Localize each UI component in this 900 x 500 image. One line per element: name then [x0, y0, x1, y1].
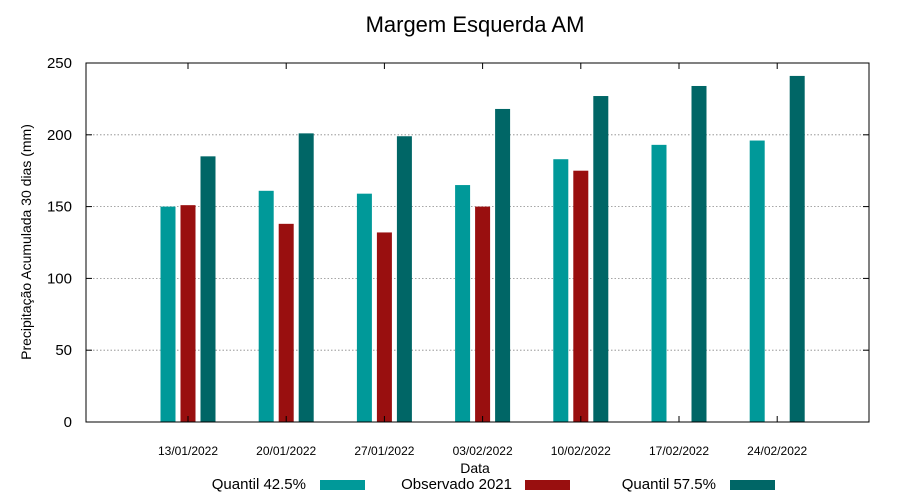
grid-lines: [86, 134, 869, 351]
y-ticks: 0 50 100 150 200 250: [47, 55, 869, 431]
x-ticks: 13/01/2022 20/01/2022 27/01/2022 03/02/2022…: [158, 63, 808, 458]
bar: [495, 108, 511, 423]
bars: [160, 75, 805, 423]
bar: [180, 205, 196, 422]
bar: [396, 136, 412, 422]
x-tick-label: 24/02/2022: [747, 444, 807, 458]
bar: [160, 206, 176, 422]
bar: [200, 156, 216, 422]
y-tick-label: 250: [47, 55, 72, 72]
legend-swatch: [730, 480, 775, 490]
x-axis-label: Data: [460, 460, 490, 476]
bar: [789, 75, 805, 422]
bar: [356, 193, 372, 422]
plot-frame: [85, 62, 870, 423]
bar: [573, 170, 589, 422]
bar: [749, 140, 765, 422]
bar: [475, 206, 491, 422]
x-tick-label: 27/01/2022: [354, 444, 414, 458]
bar: [593, 96, 609, 422]
bar: [553, 159, 569, 422]
legend-label: Quantil 57.5%: [622, 476, 716, 493]
legend: Quantil 42.5% Observado 2021 Quantil 57.5%: [212, 476, 775, 493]
bar: [258, 190, 274, 422]
x-tick-label: 20/01/2022: [256, 444, 316, 458]
legend-swatch: [320, 480, 365, 490]
y-axis-label: Precipitação Acumulada 30 dias (mm): [18, 124, 34, 360]
y-tick-label: 50: [55, 342, 72, 359]
y-tick-label: 150: [47, 199, 72, 216]
legend-label: Observado 2021: [401, 476, 512, 493]
x-tick-label: 17/02/2022: [649, 444, 709, 458]
bar: [651, 144, 667, 423]
legend-swatch: [525, 480, 570, 490]
y-tick-label: 200: [47, 127, 72, 144]
bar: [691, 85, 707, 422]
bar: [376, 232, 392, 422]
bar: [455, 185, 471, 422]
bar: [298, 133, 314, 422]
x-tick-label: 13/01/2022: [158, 444, 218, 458]
chart-title: Margem Esquerda AM: [366, 12, 585, 37]
y-tick-label: 100: [47, 270, 72, 287]
y-tick-label: 0: [64, 414, 72, 431]
x-tick-label: 10/02/2022: [551, 444, 611, 458]
legend-label: Quantil 42.5%: [212, 476, 306, 493]
x-tick-label: 03/02/2022: [453, 444, 513, 458]
bar: [278, 223, 294, 422]
